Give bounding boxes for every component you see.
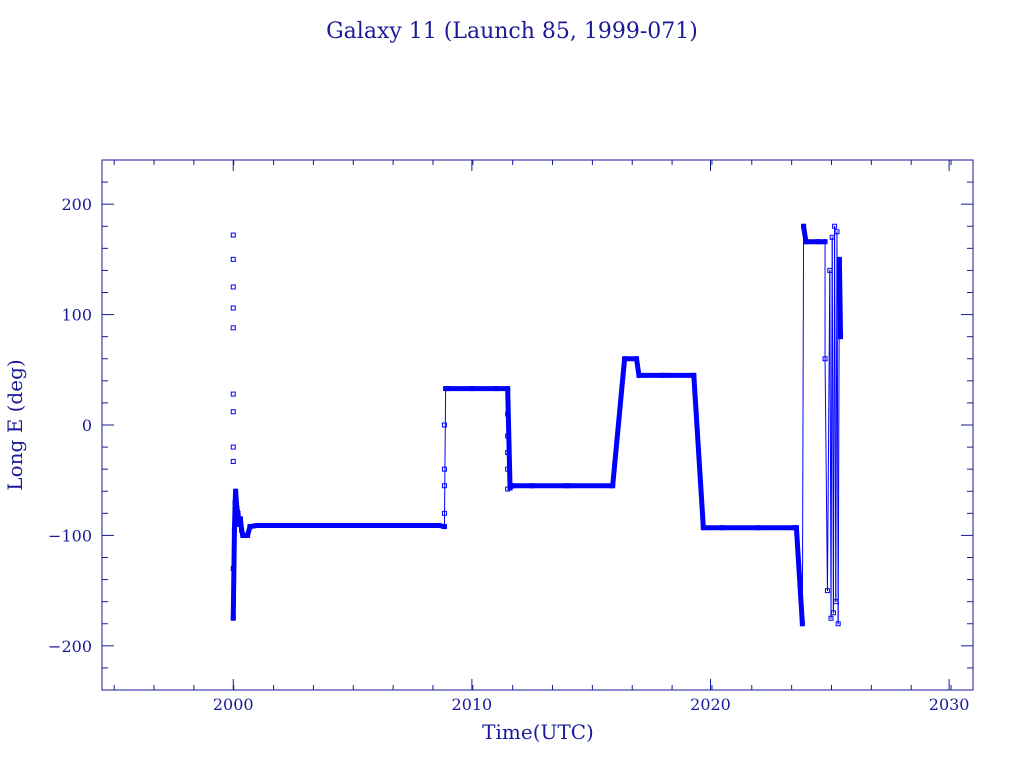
series-segment <box>444 389 445 527</box>
series-segment <box>827 270 829 590</box>
transition-marker <box>231 410 235 414</box>
transition-marker <box>442 423 446 427</box>
transition-marker <box>231 306 235 310</box>
series-segment <box>233 530 234 618</box>
x-tick-label: 2030 <box>929 695 970 714</box>
series-segment <box>839 259 840 336</box>
x-axis-label: Time(UTC) <box>482 720 594 744</box>
series-segment <box>438 525 444 526</box>
series-segment <box>796 528 802 624</box>
x-tick-label: 2000 <box>213 695 254 714</box>
series-segment <box>613 359 625 486</box>
y-axis-label: Long E (deg) <box>3 359 27 490</box>
series-segment <box>802 226 803 624</box>
transition-marker <box>231 285 235 289</box>
transition-marker <box>231 445 235 449</box>
y-tick-label: −100 <box>48 526 92 545</box>
transition-marker <box>231 392 235 396</box>
chart-title: Galaxy 11 (Launch 85, 1999-071) <box>326 19 698 44</box>
x-tick-label: 2010 <box>452 695 493 714</box>
y-tick-label: 100 <box>61 306 92 325</box>
transition-marker <box>231 233 235 237</box>
series-segment <box>825 359 827 591</box>
series-layer <box>231 224 842 626</box>
y-tick-label: −200 <box>48 637 92 656</box>
series-segment <box>694 375 704 527</box>
transition-marker <box>231 326 235 330</box>
transition-marker <box>231 257 235 261</box>
y-tick-label: 200 <box>61 195 92 214</box>
transition-marker <box>231 459 235 463</box>
x-tick-label: 2020 <box>690 695 731 714</box>
y-tick-label: 0 <box>82 416 92 435</box>
